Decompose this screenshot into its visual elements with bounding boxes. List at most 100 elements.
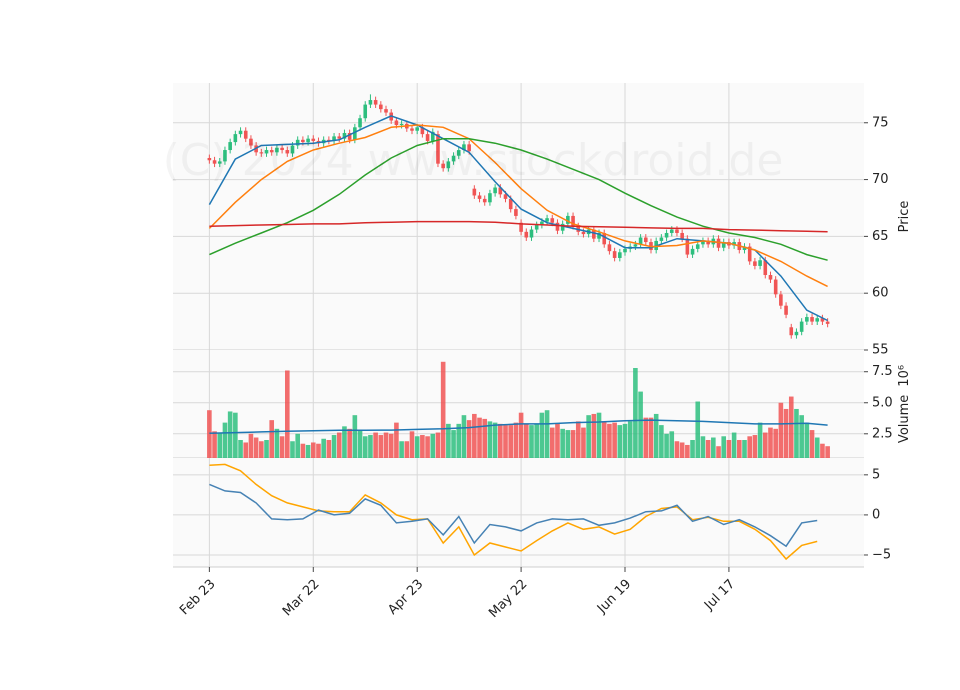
candle-body [758,260,762,266]
volume-bar [508,425,514,458]
candle-body [716,238,721,248]
y-tick-label: 65 [872,229,889,244]
volume-bar [711,437,716,458]
candle-body [643,237,648,243]
candle-body [337,136,342,139]
candle-body [269,150,274,153]
candle-body [441,163,445,169]
volume-bar [518,412,524,458]
volume-bar [316,443,321,458]
volume-bar [721,436,727,458]
panel-background [173,458,864,567]
candle-body [420,127,425,135]
candle-body [228,142,232,151]
candle-body [633,244,638,247]
volume-bar [259,441,264,458]
volume-bar [633,368,638,458]
candle-body [680,232,684,239]
y-axis-label: Price [897,201,912,233]
volume-bar [747,436,752,458]
candle-body [363,104,368,119]
candle-body [779,294,783,306]
candle-body [763,260,768,276]
volume-bar [737,440,742,458]
volume-bar [586,415,591,458]
volume-bar [799,415,804,458]
volume-bar [414,436,420,458]
moving-average-line [209,220,828,233]
candle-body [472,188,477,196]
volume-bar [378,435,384,458]
volume-bar [544,410,550,458]
volume-bar [357,430,363,458]
volume-bar [716,446,721,458]
volume-bar [222,422,228,458]
y-tick-label: 5 [872,467,880,482]
candle-body [550,218,555,223]
candle-body [794,331,799,336]
candle-body [301,139,305,143]
volume-bar [612,422,617,458]
volume-bar [264,440,269,458]
volume-bar [648,417,654,458]
volume-bar [310,442,316,458]
volume-bar [581,427,586,458]
volume-bar [399,441,404,458]
volume-bar [820,443,825,458]
candle-body [415,127,419,131]
volume-bar [388,433,394,458]
volume-bar [742,440,747,458]
candle-body [607,244,612,252]
volume-bar [539,412,545,458]
volume-bar [487,421,493,458]
volume-bar [788,396,794,458]
volume-bar [627,421,633,458]
candle-body [701,240,705,245]
volume-bar [555,423,560,458]
candle-body [721,242,726,248]
volume-bar [336,432,342,458]
candle-body [446,161,451,169]
panel-background [173,83,864,350]
x-tick-label: Jun 19 [594,577,634,617]
candle-body [430,131,435,141]
candle-body [327,139,331,141]
volume-bar [757,422,763,458]
volume-bar [622,423,628,458]
candle-body [560,223,565,231]
volume-bar [456,423,462,458]
candle-body [566,215,570,224]
volume-bar [394,422,399,458]
volume-bar [274,428,280,458]
y-tick-label: 60 [872,286,889,301]
volume-bar [705,440,711,458]
volume-bar [321,438,326,458]
volume-bar [601,421,607,458]
volume-bar [285,370,290,458]
candle-body [498,187,503,195]
moving-average-line [209,137,828,261]
candle-body [815,318,820,322]
candle-body [706,240,710,245]
candle-body [581,231,586,235]
candle-body [384,109,388,113]
volume-bar [768,427,773,458]
volume-bar [425,436,430,458]
candle-body [275,147,279,153]
y-axis-label: Volume 10⁶ [897,365,912,443]
candle-body [306,138,310,143]
volume-bar [752,435,758,458]
candle-body [623,248,627,253]
candle-body [467,144,471,152]
volume-bar [523,423,529,458]
candle-body [347,132,352,140]
volume-bar [347,428,352,458]
volume-bar [669,431,675,458]
candle-body [638,237,643,245]
y-tick-label: −5 [872,547,891,562]
candle-body [545,218,549,222]
candle-body [789,327,794,336]
candle-body [524,231,529,238]
volume-bar [451,430,456,458]
